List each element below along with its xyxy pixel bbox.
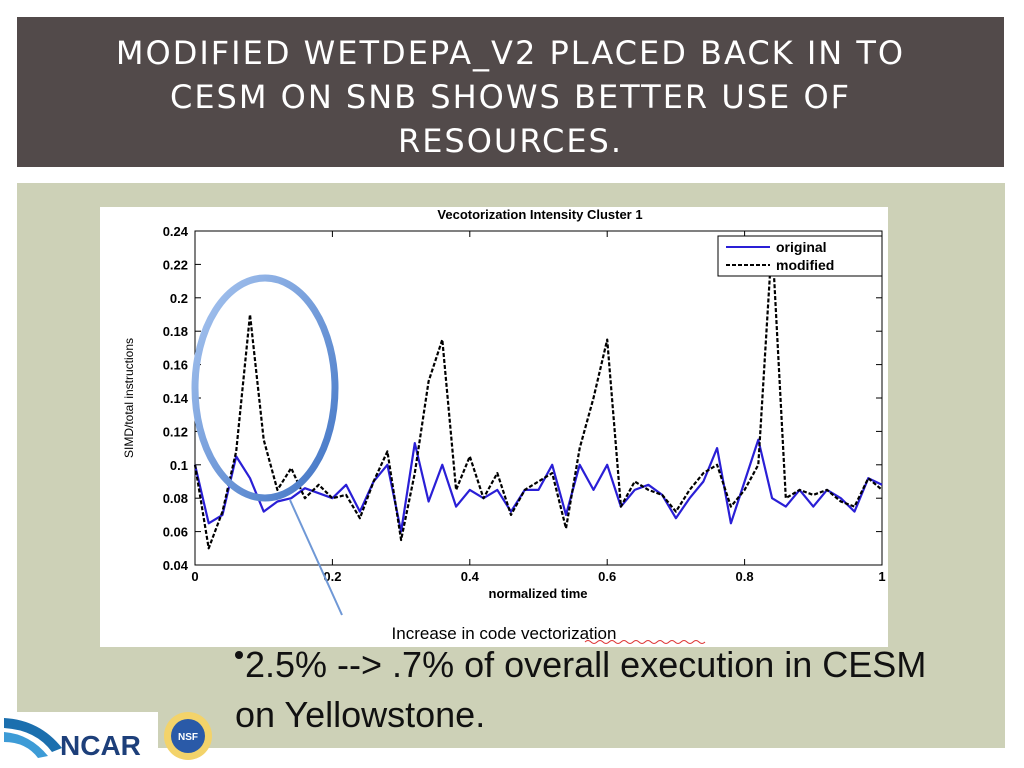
y-tick-label: 0.18 [163,324,188,339]
series-line [193,238,883,550]
x-tick-label: 0 [191,569,198,584]
chart-background [100,207,888,647]
x-tick-label: 0.2 [323,569,341,584]
logo-swoosh [4,732,48,758]
y-tick-label: 0.24 [163,224,189,239]
highlight-ellipse [191,274,339,502]
ncar-logo: NCAR [0,712,158,762]
pointer-arrow [289,499,343,616]
bullet-text: 2.5% --> .7% of overall execution in CES… [235,644,927,735]
x-tick-label: 0.8 [736,569,754,584]
legend-label: original [776,239,827,255]
x-tick-label: 0.6 [598,569,616,584]
x-tick-label: 0.4 [461,569,480,584]
bullet-item: 2.5% --> .7% of overall execution in CES… [235,640,955,740]
y-tick-label: 0.22 [163,257,188,272]
plot-area: 0.04 0.06 0.08 0.1 0.12 0.14 0.16 0.18 0.2 0.22 0.… [163,224,886,584]
logo-background [0,712,158,762]
chart-title: Vecotorization Intensity Cluster 1 [437,207,642,222]
nsf-logo: NSF [164,712,212,760]
header-bar: MODIFIED WETDEPA_V2 PLACED BACK IN TO CE… [17,17,1004,167]
y-tick-label: 0.1 [170,458,188,473]
series-line [193,438,883,533]
slide-title: MODIFIED WETDEPA_V2 PLACED BACK IN TO CE… [115,34,906,160]
y-tick-label: 0.12 [163,424,188,439]
y-tick-label: 0.2 [170,291,188,306]
legend-label: modified [776,257,834,273]
y-axis-label: SIMD/total instructions [122,338,136,458]
legend-box [717,235,883,277]
annotation: Increase in code vectorization [392,624,617,643]
y-tick-label: 0.14 [163,391,189,406]
spell-underline [584,640,706,644]
logo-swoosh [4,718,62,752]
bullet-dot [235,651,243,659]
y-tick-label: 0.06 [163,525,188,540]
y-tick-label: 0.16 [163,358,188,373]
y-tick-label: 0.04 [163,558,189,573]
x-tick-label: 1 [878,569,885,584]
x-axis-label: normalized time [489,586,588,601]
nsf-text: NSF [178,732,198,743]
y-tick-label: 0.08 [163,491,188,506]
ncar-text: NCAR [60,730,141,761]
nsf-globe [171,719,205,753]
